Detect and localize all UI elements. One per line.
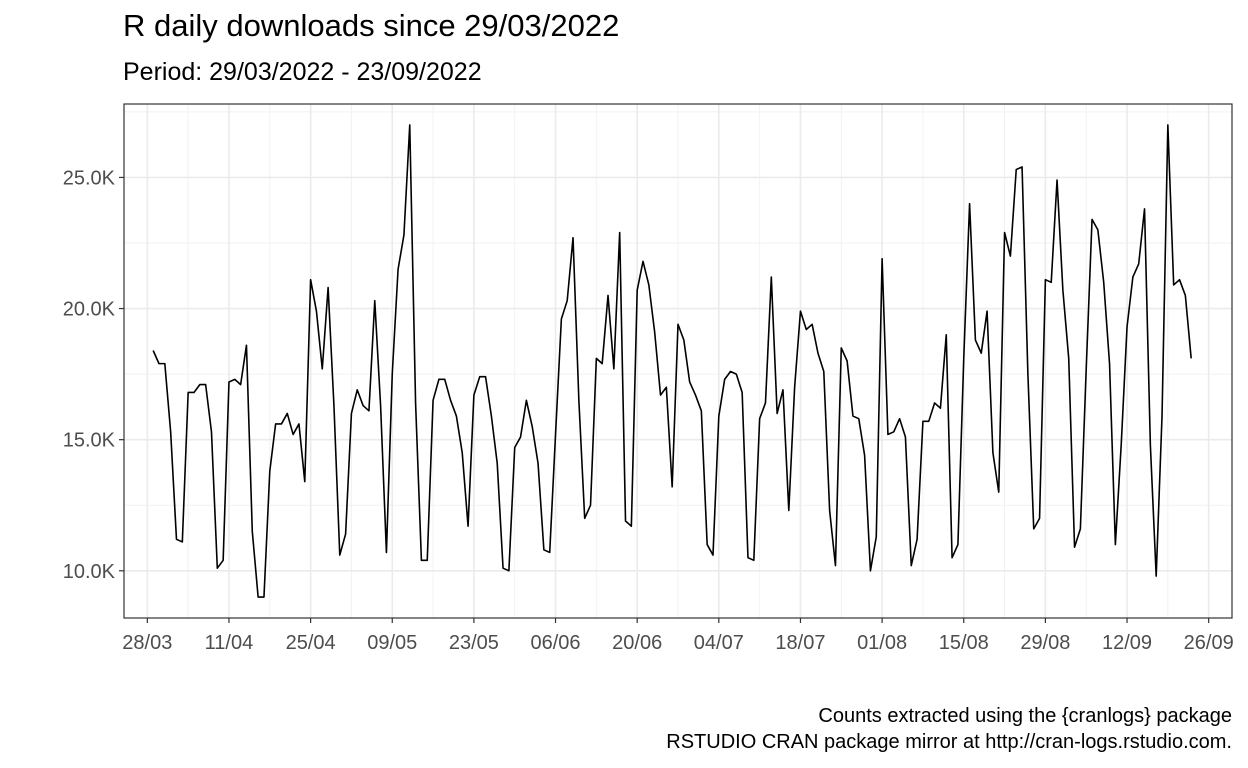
x-tick-label: 09/05 — [367, 632, 417, 654]
chart-caption: Counts extracted using the {cranlogs} pa… — [666, 703, 1232, 755]
x-tick-label: 23/05 — [449, 632, 499, 654]
downloads-series-line — [152, 124, 1192, 598]
x-tick-label: 04/07 — [694, 632, 744, 654]
chart-title: R daily downloads since 29/03/2022 — [123, 8, 620, 43]
chart-subtitle: Period: 29/03/2022 - 23/09/2022 — [123, 58, 482, 86]
major-gridlines — [124, 104, 1232, 618]
plot-panel-border — [123, 103, 1233, 619]
y-tick-label: 15.0K — [63, 430, 116, 452]
x-tick-label: 12/09 — [1102, 632, 1152, 654]
x-tick-label: 26/09 — [1184, 632, 1234, 654]
x-tick-label: 01/08 — [857, 632, 907, 654]
y-tick-label: 10.0K — [63, 561, 116, 583]
caption-line-1: Counts extracted using the {cranlogs} pa… — [818, 705, 1232, 727]
x-axis: 28/03 11/04 25/04 09/05 23/05 06/06 20/06 04/07… — [122, 618, 1234, 654]
x-tick-label: 06/06 — [531, 632, 581, 654]
caption-line-2: RSTUDIO CRAN package mirror at http://cr… — [666, 731, 1232, 753]
x-tick-label: 18/07 — [775, 632, 825, 654]
y-tick-label: 20.0K — [63, 299, 116, 321]
x-tick-label: 28/03 — [122, 632, 172, 654]
x-tick-label: 15/08 — [939, 632, 989, 654]
x-tick-label: 29/08 — [1020, 632, 1070, 654]
y-axis: 10.0K 15.0K 20.0K 25.0K — [63, 167, 124, 583]
y-tick-label: 25.0K — [63, 167, 116, 189]
x-tick-label: 25/04 — [286, 632, 336, 654]
x-tick-label: 11/04 — [205, 632, 254, 654]
x-tick-label: 20/06 — [612, 632, 662, 654]
